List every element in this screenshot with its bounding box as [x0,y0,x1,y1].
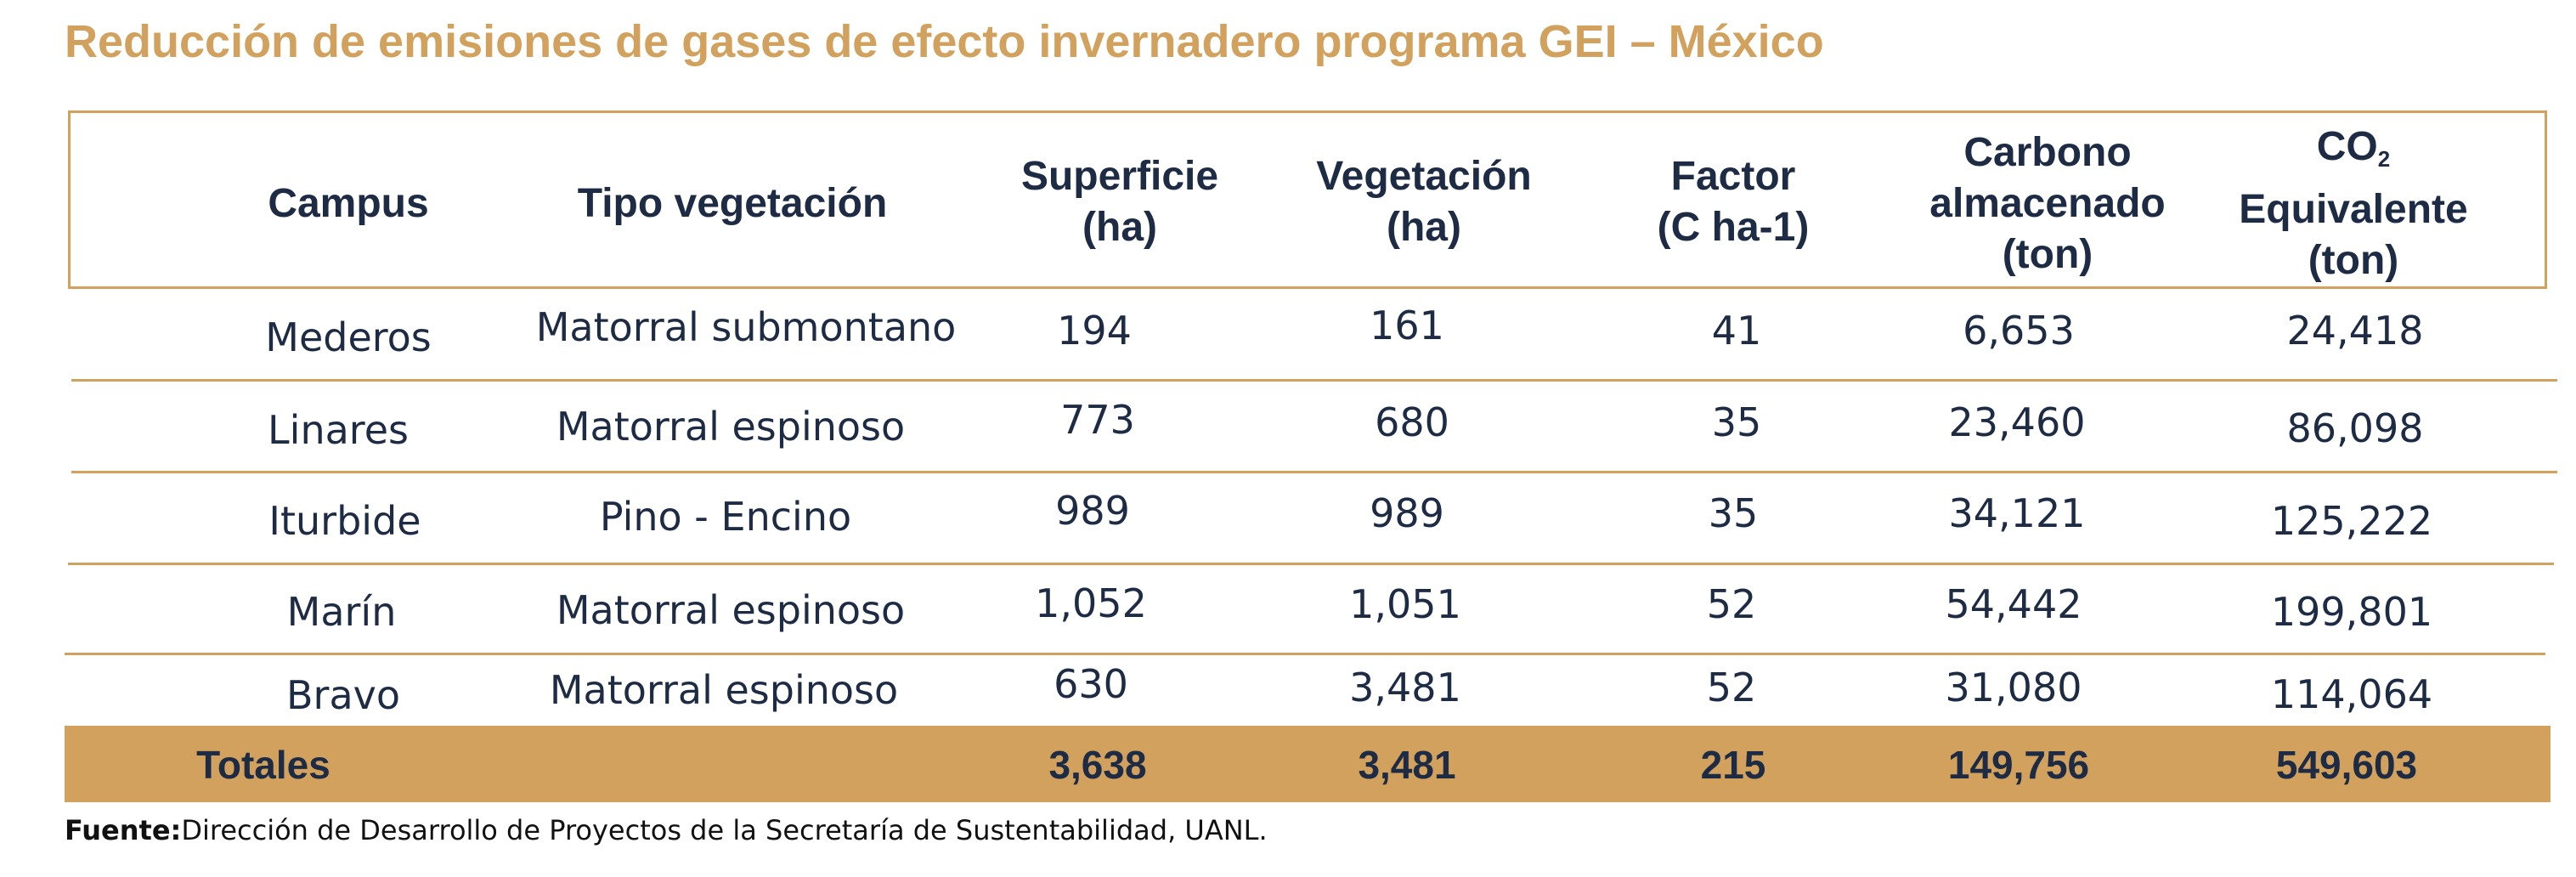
cell-tipo: Matorral submontano [535,304,957,350]
cell-vegetacion: 989 [1370,490,1444,536]
header-co2-subscript: 2 [2377,146,2391,172]
header-vegetacion-line1: Vegetación [1316,154,1532,199]
cell-campus: Marín [286,589,397,635]
cell-tipo: Matorral espinoso [549,667,899,713]
source-label: Fuente: [65,814,182,846]
header-carbono: Carbono almacenado (ton) [1929,127,2165,280]
table-header-box [68,110,2547,289]
header-factor-line2: (C ha-1) [1657,205,1810,250]
row-divider [65,653,2545,655]
cell-factor: 35 [1711,399,1762,445]
totals-row [65,726,2551,802]
header-co2-line1: CO2 [2239,122,2467,184]
row-divider [71,471,2557,473]
cell-carbono: 6,653 [1963,308,2075,354]
cell-campus: Bravo [285,672,401,718]
cell-superficie: 630 [1054,661,1128,707]
header-co2-base: CO [2316,124,2378,169]
page-title: Reducción de emisiones de gases de efect… [65,16,1824,67]
totals-label: Totales [196,743,330,787]
cell-factor: 35 [1708,490,1759,536]
cell-vegetacion: 1,051 [1349,581,1461,627]
cell-carbono: 23,460 [1948,399,2086,445]
cell-carbono: 54,442 [1945,581,2082,627]
header-carbono-line2: almacenado [1929,181,2166,226]
header-co2: CO2 Equivalente (ton) [2239,122,2467,286]
cell-vegetacion: 161 [1370,303,1444,348]
header-tipo-vegetacion: Tipo vegetación [578,178,888,229]
header-factor: Factor (C ha-1) [1658,151,1810,253]
header-co2-line3: (ton) [2308,238,2399,283]
source-note: Fuente:Dirección de Desarrollo de Proyec… [65,814,1268,846]
totals-superficie: 3,638 [1048,743,1147,787]
cell-co2: 199,801 [2270,589,2433,635]
cell-co2: 125,222 [2270,498,2433,544]
header-superficie-line2: (ha) [1082,205,1157,250]
cell-campus: Mederos [265,314,432,360]
cell-factor: 41 [1711,308,1762,354]
cell-campus: Iturbide [268,498,421,544]
totals-factor: 215 [1700,743,1766,787]
cell-factor: 52 [1706,665,1757,710]
cell-carbono: 31,080 [1945,665,2082,710]
header-factor-line1: Factor [1670,154,1796,199]
header-carbono-line1: Carbono [1963,130,2132,175]
cell-co2: 114,064 [2270,671,2433,717]
header-carbono-line3: (ton) [2002,232,2093,277]
totals-co2: 549,603 [2275,743,2418,787]
cell-carbono: 34,121 [1948,490,2086,536]
totals-vegetacion: 3,481 [1358,743,1456,787]
totals-carbono: 149,756 [1947,743,2090,787]
header-campus: Campus [268,178,428,229]
cell-superficie: 989 [1055,488,1130,534]
header-vegetacion: Vegetación (ha) [1316,151,1531,253]
cell-tipo: Matorral espinoso [556,404,906,450]
row-divider [68,563,2554,565]
cell-tipo: Matorral espinoso [556,587,906,633]
cell-co2: 86,098 [2286,405,2424,451]
header-co2-line2: Equivalente [2239,187,2468,232]
source-text: Dirección de Desarrollo de Proyectos de … [181,814,1268,846]
header-superficie-line1: Superficie [1020,154,1219,199]
cell-superficie: 194 [1057,308,1132,354]
row-divider [71,379,2557,382]
cell-vegetacion: 3,481 [1349,665,1461,710]
header-superficie: Superficie (ha) [1021,151,1218,253]
cell-factor: 52 [1706,581,1757,627]
cell-tipo: Pino - Encino [599,494,852,540]
header-vegetacion-line2: (ha) [1387,205,1461,250]
cell-superficie: 1,052 [1035,580,1147,626]
header-campus-label: Campus [268,181,429,226]
cell-vegetacion: 680 [1375,399,1449,445]
cell-superficie: 773 [1060,397,1135,443]
header-tipo-label: Tipo vegetación [577,181,888,226]
cell-campus: Linares [268,407,409,453]
cell-co2: 24,418 [2286,308,2424,354]
